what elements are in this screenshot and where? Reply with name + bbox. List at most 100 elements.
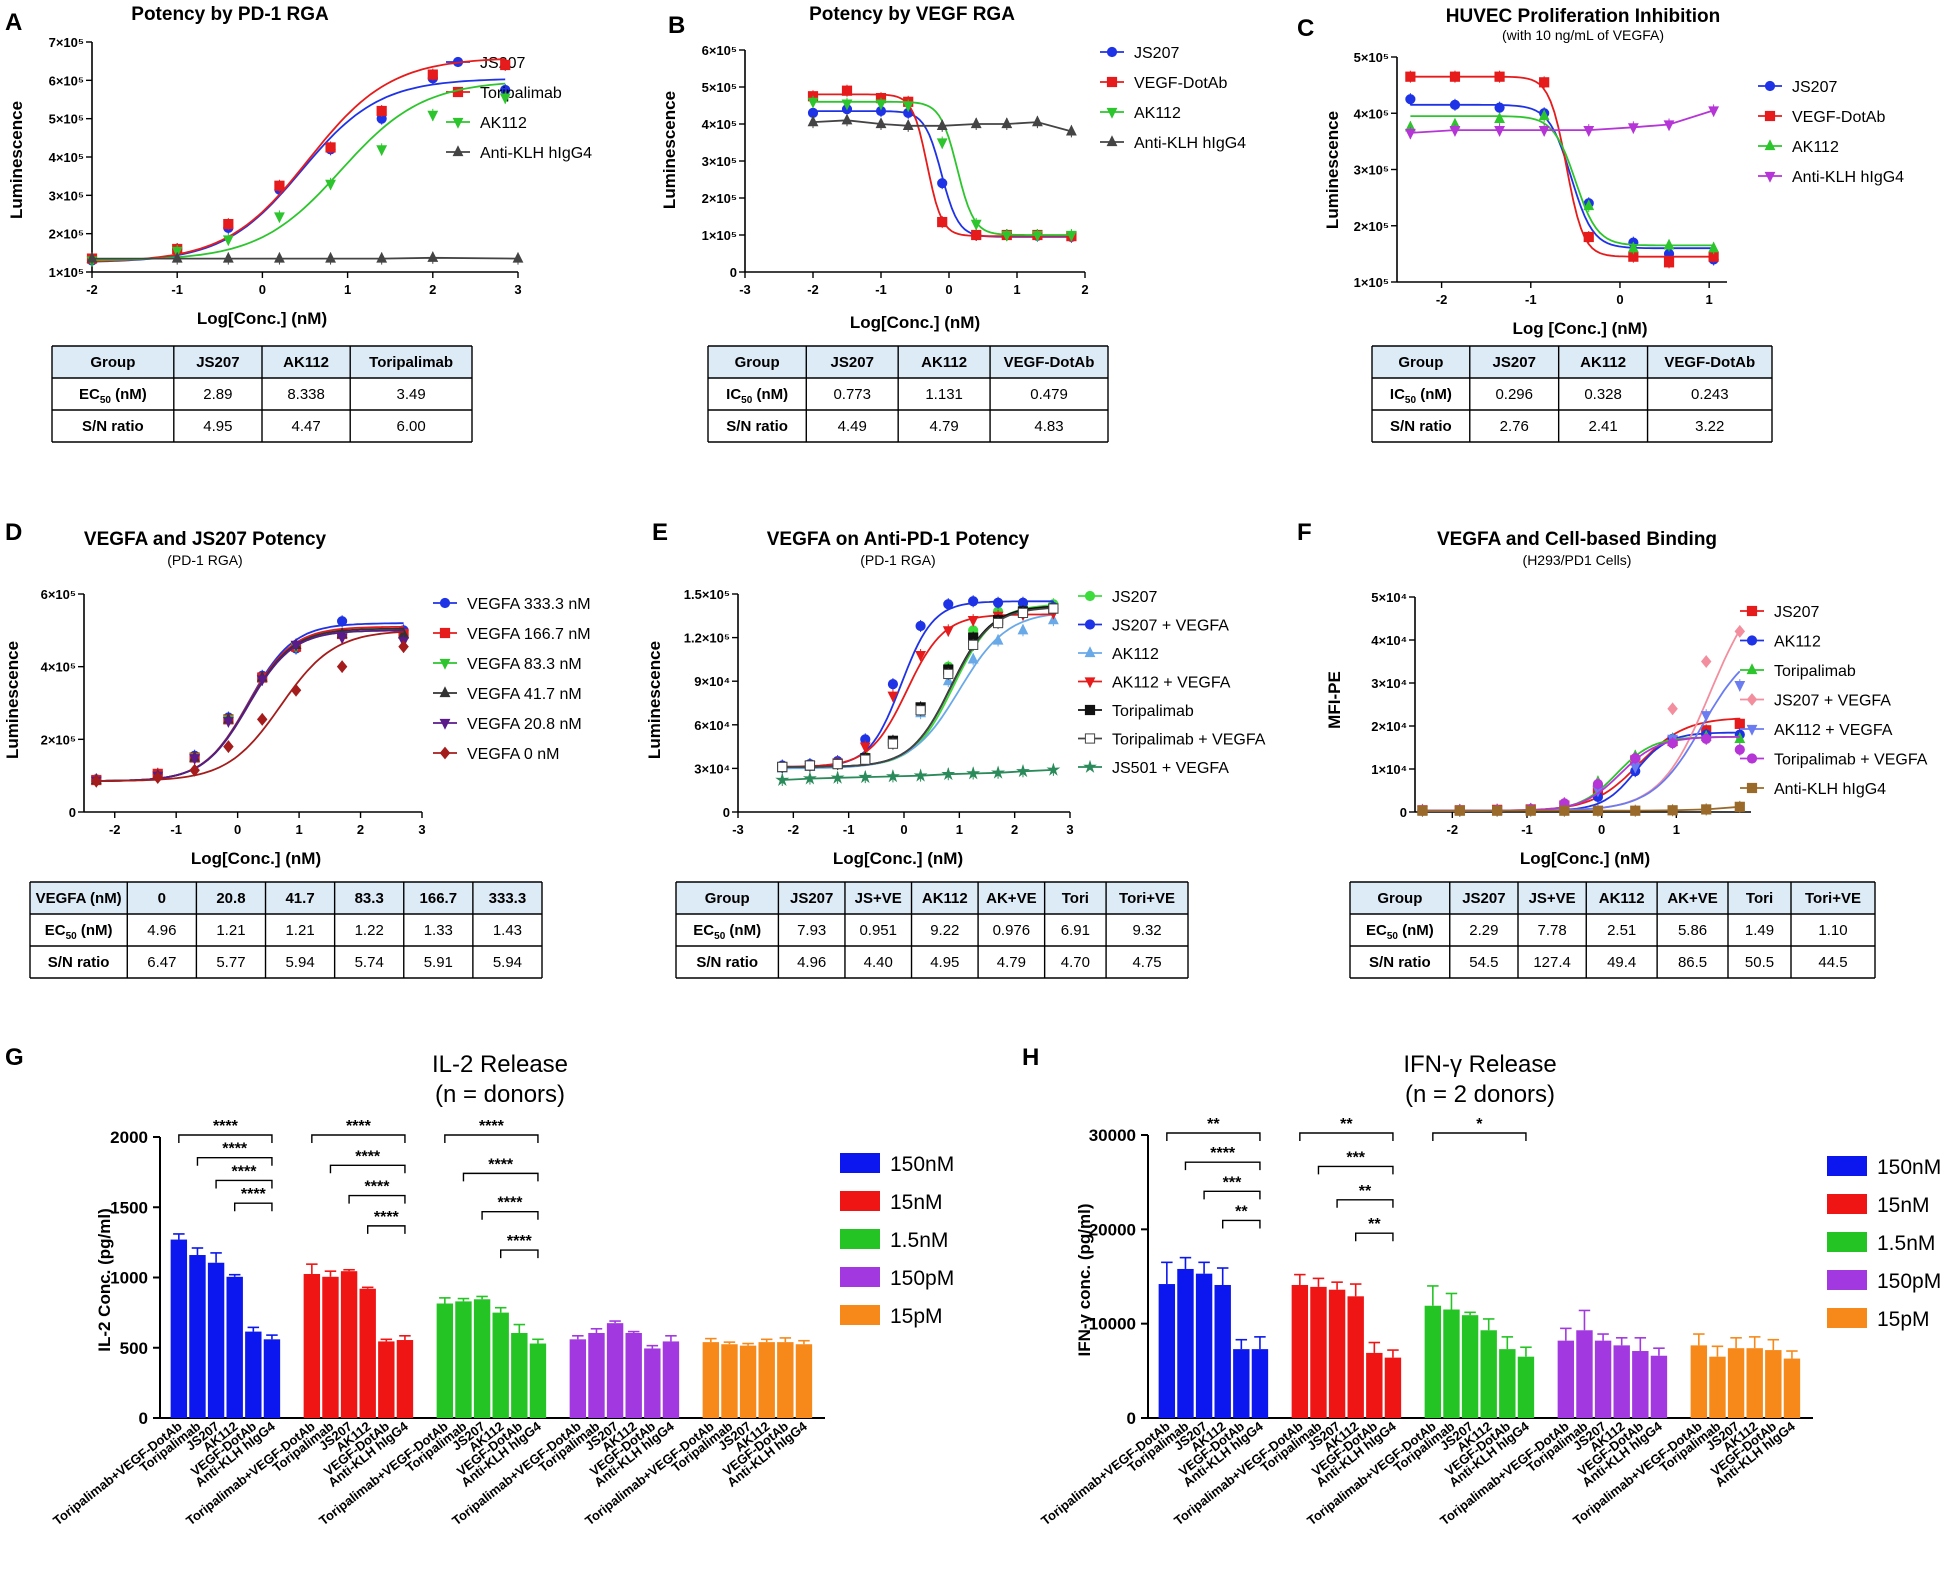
- table-cell: EC50 (nM): [1366, 922, 1434, 942]
- bar: [606, 1323, 624, 1418]
- table-cell: EC50 (nM): [79, 386, 147, 406]
- legend-item: Toripalimab + VEGFA: [1078, 732, 1266, 749]
- y-tick-label: 500: [120, 1339, 148, 1358]
- bar: [1347, 1296, 1364, 1418]
- legend-item: 150nM: [840, 1153, 954, 1176]
- significance-label: ****: [498, 1195, 524, 1212]
- data-point: [915, 620, 926, 632]
- significance-bracket: **: [1222, 1203, 1261, 1229]
- y-tick-label: 2×10⁴: [1371, 719, 1407, 734]
- data-point: [902, 101, 914, 113]
- bar: [625, 1332, 642, 1418]
- data-point: [936, 138, 948, 150]
- x-tick-label: 0: [945, 282, 952, 297]
- data-point: [915, 650, 927, 662]
- legend-item: Anti-KLH hIgG4: [1758, 169, 1904, 186]
- bracket-line: [1222, 1219, 1261, 1229]
- bar: [245, 1331, 262, 1418]
- panel-c: C HUVEC Proliferation Inhibition(with 10 …: [1297, 6, 1904, 443]
- bar: [511, 1332, 528, 1418]
- bar: [340, 1271, 358, 1418]
- y-tick-label: 3×10⁵: [702, 154, 737, 169]
- bar: [1480, 1330, 1497, 1418]
- table-cell: Toripalimab: [369, 354, 453, 371]
- x-tick-label: -1: [843, 822, 855, 837]
- x-tick-label: -2: [86, 282, 98, 297]
- y-tick-label: 6×10⁴: [694, 718, 730, 733]
- x-axis-label: Log[Conc.] (nM): [1520, 849, 1650, 868]
- fit-line: [813, 93, 1072, 238]
- x-tick-label: -2: [788, 822, 800, 837]
- legend-swatch: [1827, 1308, 1867, 1328]
- y-tick-label: 9×10⁴: [694, 674, 730, 689]
- data-point: [274, 251, 285, 263]
- data-point: [942, 626, 954, 638]
- y-axis-label: IL-2 Conc. (pg/ml): [95, 1208, 114, 1352]
- legend-swatch: [840, 1229, 880, 1249]
- bracket-line: [1317, 1165, 1394, 1175]
- data-point: [1404, 128, 1416, 140]
- bracket-line: [215, 1179, 273, 1189]
- data-point: [376, 251, 388, 263]
- legend-item: Toripalimab: [1740, 663, 1856, 680]
- data-point: [971, 229, 982, 241]
- legend-label: VEGF-DotAb: [1134, 75, 1227, 92]
- table-cell: 5.74: [355, 954, 384, 971]
- significance-label: ****: [232, 1163, 258, 1180]
- data-point: [91, 774, 102, 788]
- legend-item: AK112: [1078, 646, 1159, 663]
- legend-marker: [1746, 635, 1758, 646]
- chart-title: VEGFA on Anti-PD-1 Potency: [767, 529, 1030, 550]
- data-point: [427, 69, 438, 80]
- legend-item: AK112: [1740, 634, 1821, 651]
- legend-label: Toripalimab + VEGFA: [1774, 752, 1928, 769]
- table-cell: 166.7: [420, 890, 458, 907]
- panel-h: H IFN-γ Release (n = 2 donors) 0 10000 20000 3…: [1022, 1044, 1941, 1528]
- legend-label: 150pM: [890, 1267, 954, 1290]
- legend-item: Toripalimab: [1078, 703, 1194, 720]
- data-point: [970, 219, 982, 231]
- data-point: [274, 212, 285, 224]
- significance-bracket: ****: [1184, 1145, 1261, 1171]
- bracket-line: [234, 1202, 273, 1212]
- legend-label: Anti-KLH hIgG4: [1792, 169, 1904, 186]
- significance-label: **: [1235, 1203, 1248, 1220]
- panel-letter: A: [5, 9, 22, 36]
- y-tick-label: 3×10⁴: [694, 761, 730, 776]
- data-point: [189, 763, 200, 777]
- data-point: [1630, 753, 1641, 764]
- significance-label: ***: [1223, 1174, 1242, 1191]
- data-point: [832, 758, 843, 770]
- chart-subtitle: (H293/PD1 Cells): [1523, 552, 1632, 568]
- legend-item: JS501 + VEGFA: [1078, 759, 1229, 777]
- x-tick-label: -2: [109, 822, 121, 837]
- series-js501-vegfa: [775, 762, 1061, 787]
- bracket-line: [1336, 1199, 1394, 1208]
- table-header-bg: [30, 882, 542, 914]
- significance-label: ****: [241, 1186, 267, 1203]
- table-cell: AK112: [283, 354, 329, 371]
- legend-item: VEGFA 20.8 nM: [433, 716, 582, 733]
- data-point: [1031, 115, 1043, 127]
- table-cell: 3.22: [1695, 418, 1724, 435]
- bar: [1783, 1358, 1801, 1418]
- bar: [1384, 1357, 1402, 1418]
- y-tick-label: 2×10⁵: [1354, 219, 1389, 234]
- table-cell: 2.29: [1469, 922, 1498, 939]
- table-header-bg: [1372, 346, 1772, 378]
- series-anti-klh-higg4: [1404, 104, 1720, 140]
- data-point: [500, 59, 511, 71]
- data-table: Group JS207 AK112 Toripalimab EC50 (nM) 2.89 8…: [51, 345, 473, 443]
- data-point: [1538, 109, 1550, 121]
- series-js207: [86, 72, 511, 267]
- table-cell: 6.91: [1061, 922, 1090, 939]
- y-tick-label: 2×10⁵: [49, 227, 84, 242]
- table-cell: AK112: [1599, 890, 1645, 907]
- legend-item: 150pM: [1827, 1270, 1941, 1293]
- data-point: [1583, 199, 1595, 211]
- table-cell: 44.5: [1818, 954, 1847, 971]
- data-point: [152, 771, 163, 784]
- data-point: [1667, 702, 1678, 716]
- x-axis-label: Log[Conc.] (nM): [197, 309, 327, 328]
- table-cell: 54.5: [1469, 954, 1498, 971]
